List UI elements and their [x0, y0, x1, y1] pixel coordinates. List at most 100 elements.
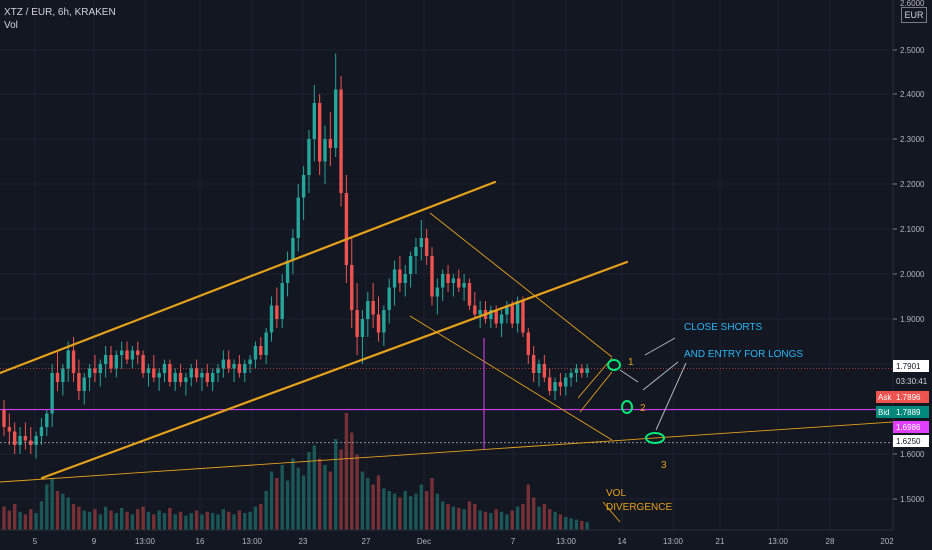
price-tick-label: 2.2000: [900, 180, 925, 189]
volume-bar: [120, 507, 124, 530]
candle-body: [275, 305, 279, 319]
candle-body: [312, 103, 316, 139]
candle-body: [120, 350, 124, 355]
volume-bar: [558, 514, 563, 530]
volume-bar: [569, 518, 573, 530]
volume-bar: [398, 497, 402, 530]
candle-body: [515, 301, 520, 324]
volume-bar: [194, 510, 199, 530]
candle-body: [403, 274, 407, 283]
volume-bars: [2, 413, 589, 530]
candle-body: [398, 269, 402, 283]
volume-bar: [564, 517, 568, 530]
volume-bar: [499, 511, 504, 530]
bid-price-tag-label-bg: [876, 406, 893, 418]
annotation-vol: VOL: [606, 488, 626, 499]
volume-bar: [157, 510, 161, 530]
candle-body: [296, 197, 300, 238]
candle-body: [414, 247, 418, 256]
channel-lower-line: [40, 260, 629, 480]
candle-body: [334, 89, 338, 148]
candle-body: [232, 364, 236, 369]
volume-bar: [462, 509, 466, 530]
volume-bar: [403, 491, 407, 530]
candle-body: [237, 364, 242, 373]
price-axis[interactable]: 2.5000 2.4000 2.3000 2.2000 2.1000 2.0000 1.90…: [876, 0, 929, 530]
drawings: CLOSE SHORTS AND ENTRY FOR LONGS 1 2 3 VOL DIV…: [0, 180, 894, 523]
candle-body: [446, 274, 450, 283]
candle-body: [189, 368, 193, 378]
candle-body: [521, 301, 525, 333]
volume-bar: [136, 509, 140, 530]
grid: [0, 0, 893, 530]
volume-bar: [441, 501, 445, 530]
volume-bar: [580, 520, 584, 530]
volume-label[interactable]: Vol: [4, 20, 18, 31]
volume-bar: [376, 475, 381, 530]
volume-bar: [18, 511, 22, 530]
marker-circle-3: [645, 432, 665, 444]
volume-bar: [275, 478, 279, 530]
volume-bar: [29, 509, 33, 530]
volume-bar: [77, 506, 81, 530]
volume-bar: [489, 513, 493, 530]
volume-bar: [13, 504, 17, 530]
candle-body: [585, 368, 589, 373]
ask-price-tag-bg: [893, 391, 929, 403]
volume-bar: [451, 506, 456, 530]
volume-bar: [168, 507, 172, 530]
price-tick-label: 1.5000: [900, 495, 925, 504]
volume-bar: [371, 484, 375, 530]
volume-bar: [531, 497, 536, 530]
support-price-tag: 1.6250: [896, 437, 921, 446]
candle-body: [173, 373, 177, 382]
time-axis[interactable]: 5 9 13:00 16 13:00 23 27 Dec 7 13:00 14 13:00 21 13:0…: [0, 529, 894, 546]
candle-body: [392, 269, 397, 288]
candle-body: [168, 364, 172, 382]
volume-bar: [221, 509, 226, 530]
volume-bar: [467, 501, 472, 530]
candle-body: [77, 373, 81, 391]
volume-bar: [542, 504, 547, 530]
candle-body: [424, 238, 429, 256]
volume-bar: [130, 514, 135, 530]
candle-body: [210, 373, 215, 382]
time-tick-label: 202: [880, 537, 894, 546]
volume-bar: [114, 513, 119, 530]
candle-body: [553, 382, 557, 391]
time-tick-label: 13:00: [663, 537, 684, 546]
volume-bar: [344, 413, 349, 530]
volume-bar: [392, 493, 397, 530]
volume-bar: [478, 510, 482, 530]
time-tick-label: 14: [618, 537, 627, 546]
candle-body: [307, 139, 311, 175]
volume-bar: [387, 491, 391, 530]
volume-bar: [291, 458, 295, 530]
candle-body: [499, 314, 504, 324]
candle-body: [200, 373, 204, 378]
volume-bar: [553, 511, 557, 530]
volume-bar: [82, 510, 86, 530]
volume-bar: [424, 491, 429, 530]
currency-badge[interactable]: EUR: [901, 7, 927, 23]
volume-bar: [93, 509, 97, 530]
volume-bar: [125, 511, 129, 530]
volume-bar: [483, 511, 488, 530]
volume-bar: [521, 504, 525, 530]
candle-body: [269, 305, 274, 333]
candle-body: [146, 368, 151, 373]
volume-bar: [205, 511, 209, 530]
candle-body: [45, 413, 49, 427]
volume-bar: [430, 478, 434, 530]
volume-bar: [296, 467, 300, 530]
candle-body: [71, 350, 76, 373]
candle-body: [339, 89, 343, 193]
candle-body: [61, 368, 65, 382]
symbol-title[interactable]: XTZ / EUR, 6h, KRAKEN: [4, 7, 116, 18]
time-tick-label: 13:00: [242, 537, 263, 546]
volume-bar: [55, 491, 60, 530]
candle-body: [494, 310, 498, 324]
volume-bar: [66, 497, 70, 530]
ask-price-tag-label-bg: [876, 391, 893, 403]
